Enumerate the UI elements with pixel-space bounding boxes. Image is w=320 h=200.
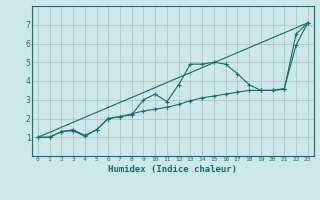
- X-axis label: Humidex (Indice chaleur): Humidex (Indice chaleur): [108, 165, 237, 174]
